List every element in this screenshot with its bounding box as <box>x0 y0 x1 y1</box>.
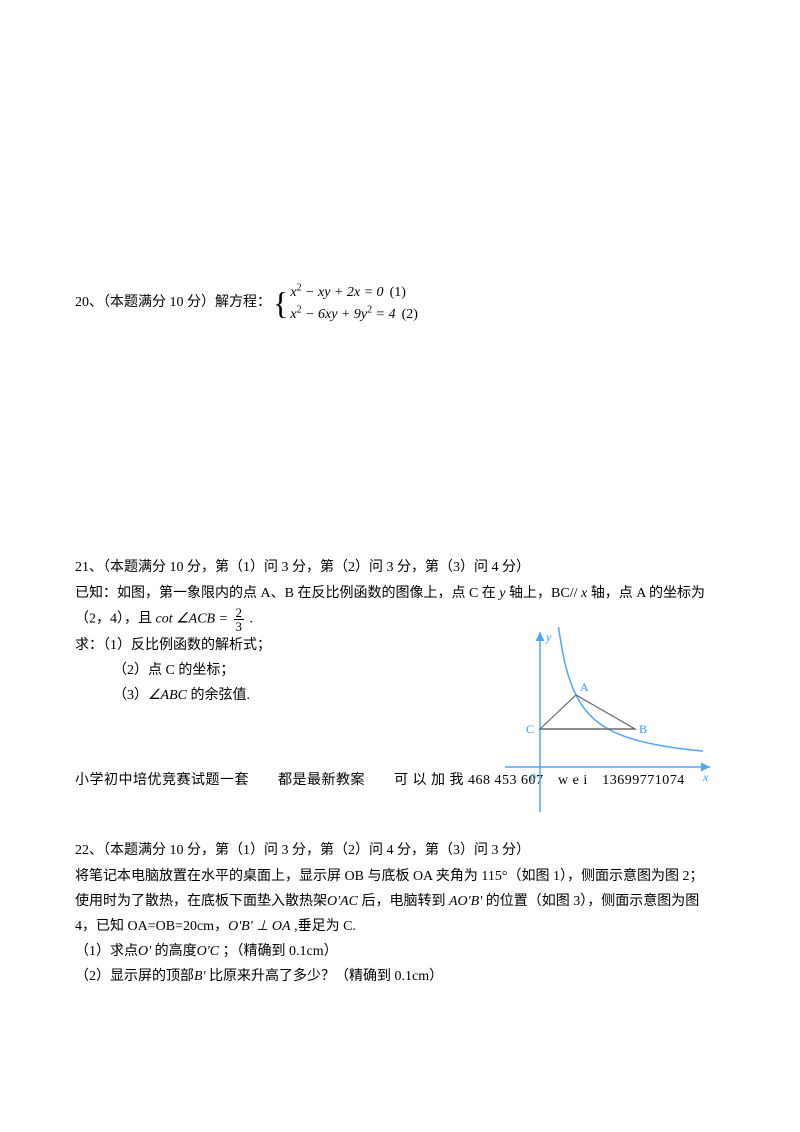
eq2-label: (2) <box>402 307 418 322</box>
q22-line5: （1）求点O' 的高度O'C ；（精确到 0.1cm） <box>75 939 725 964</box>
q21-given-1: 已知：如图，第一象限内的点 A、B 在反比例函数的图像上，点 C 在 y 轴上，… <box>75 581 725 606</box>
brace-icon: { <box>273 287 288 319</box>
svg-text:y: y <box>545 630 552 644</box>
fraction: 23 <box>234 606 245 633</box>
q21-header: 21、（本题满分 10 分，第（1）问 3 分，第（2）问 3 分，第（3）问 … <box>75 555 725 580</box>
question-21: 21、（本题满分 10 分，第（1）问 3 分，第（2）问 3 分，第（3）问 … <box>75 555 725 708</box>
svg-text:x: x <box>702 770 709 784</box>
eq1: x2 − xy + 2x = 0 <box>290 285 383 300</box>
q22-line6: （2）显示屏的顶部B' 比原来升高了多少？（精确到 0.1cm） <box>75 964 725 989</box>
question-20: 20、（本题满分 10 分）解方程： { x2 − xy + 2x = 0 (1)… <box>75 280 725 325</box>
equation-system: x2 − xy + 2x = 0 (1) x2 − 6xy + 9y2 = 4 (2… <box>290 280 418 325</box>
q22-line3: 使用时为了散热，在底板下面垫入散热架O'AC 后，电脑转到 AO'B' 的位置（… <box>75 889 725 914</box>
q22-line4: 4，已知 OA=OB=20cm，O'B' ⊥ OA ,垂足为 C. <box>75 914 725 939</box>
q20-prefix: 20、（本题满分 10 分）解方程： <box>75 290 271 315</box>
coordinate-graph: y x 0 A B C <box>505 627 715 817</box>
eq2: x2 − 6xy + 9y2 = 4 <box>290 307 395 322</box>
svg-text:0: 0 <box>530 770 536 784</box>
q22-line2: 将笔记本电脑放置在水平的桌面上，显示屏 OB 与底板 OA 夹角为 115°（如… <box>75 864 725 889</box>
eq1-label: (1) <box>390 285 406 300</box>
q22-header: 22、（本题满分 10 分，第（1）问 3 分，第（2）问 4 分，第（3）问 … <box>75 838 725 863</box>
svg-text:B: B <box>639 722 647 736</box>
question-22: 22、（本题满分 10 分，第（1）问 3 分，第（2）问 4 分，第（3）问 … <box>75 838 725 989</box>
svg-text:A: A <box>580 680 589 694</box>
svg-text:C: C <box>526 722 534 736</box>
